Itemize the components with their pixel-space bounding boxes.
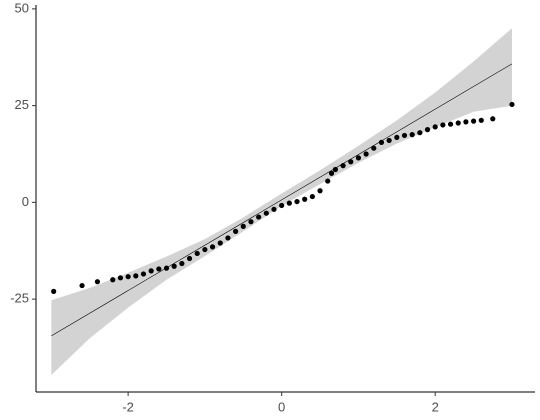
point — [279, 202, 285, 209]
point — [309, 193, 315, 200]
point — [340, 163, 346, 169]
point — [225, 235, 231, 241]
point — [332, 166, 338, 173]
point — [163, 265, 170, 271]
point — [202, 246, 208, 253]
y-tick-label: 0 — [22, 194, 29, 209]
point — [110, 277, 116, 283]
point — [424, 127, 431, 133]
point — [378, 139, 385, 145]
point — [348, 159, 354, 165]
point — [371, 145, 377, 151]
point — [302, 196, 308, 202]
x-tick-label: 0 — [278, 399, 285, 414]
point — [463, 119, 469, 125]
y-tick-label: 50 — [15, 0, 29, 15]
point — [417, 130, 423, 136]
point — [509, 101, 515, 108]
point — [94, 279, 101, 285]
point — [409, 132, 415, 138]
y-tick-label: 25 — [15, 97, 29, 112]
point — [263, 210, 269, 216]
reference-line — [51, 63, 513, 337]
point — [148, 268, 154, 274]
point — [294, 198, 300, 205]
point — [51, 288, 57, 294]
point — [317, 188, 323, 194]
x-tick-label: -2 — [122, 399, 134, 414]
point — [470, 118, 477, 124]
point — [156, 266, 162, 272]
x-tick-label: 2 — [432, 399, 439, 414]
point — [171, 263, 177, 269]
point — [256, 214, 262, 220]
point — [209, 244, 216, 250]
point — [455, 120, 461, 126]
point — [325, 178, 331, 184]
point — [79, 282, 85, 289]
point — [194, 250, 200, 257]
point — [140, 271, 147, 277]
point — [394, 134, 400, 140]
point — [186, 255, 193, 262]
point — [133, 273, 139, 279]
point — [117, 275, 124, 281]
point — [328, 170, 335, 176]
point — [286, 200, 292, 206]
point — [240, 223, 246, 229]
point — [401, 132, 408, 139]
confidence-band — [51, 28, 512, 375]
point — [447, 121, 454, 127]
point — [125, 274, 131, 280]
point — [363, 151, 369, 157]
point — [490, 116, 496, 122]
point — [271, 206, 277, 212]
point — [248, 219, 254, 225]
point — [478, 117, 484, 123]
point — [179, 260, 185, 267]
point — [386, 137, 392, 144]
point — [440, 122, 446, 128]
point — [217, 240, 223, 246]
y-tick-label: -25 — [10, 291, 29, 306]
point — [432, 124, 438, 130]
point — [233, 228, 239, 234]
point — [355, 155, 362, 161]
